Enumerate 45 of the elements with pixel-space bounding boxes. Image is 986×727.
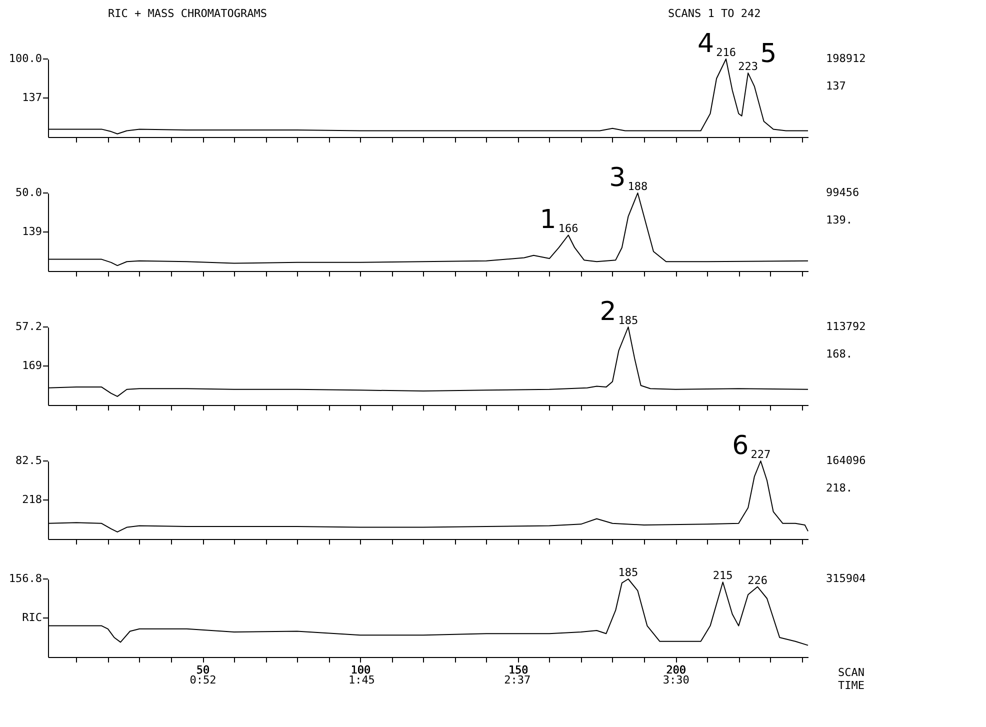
- text: 137: [22, 91, 42, 104]
- x2-tick-label: 3:30: [662, 674, 690, 686]
- annotation: 226: [748, 574, 768, 587]
- text: 315904: [826, 572, 866, 585]
- text: 139: [22, 225, 42, 238]
- annotation: 216: [716, 46, 736, 59]
- x2-tick-label: 2:37: [504, 674, 531, 686]
- chart-title: RIC + MASS CHROMATOGRAMS: [108, 7, 267, 20]
- text: 99456: [826, 186, 860, 199]
- text: 168.: [826, 347, 852, 360]
- annotation: 6: [732, 431, 749, 461]
- text: 139.: [826, 213, 852, 226]
- text: 198912: [826, 52, 866, 65]
- annotation: 188: [628, 180, 648, 193]
- text: 113792: [826, 320, 866, 333]
- annotation: 166: [558, 222, 578, 236]
- text: 57.2: [16, 320, 42, 333]
- annotation: 5: [760, 39, 777, 70]
- text: 218.: [826, 481, 852, 494]
- annotation: 1: [540, 205, 556, 236]
- text: 218: [22, 493, 42, 506]
- text: 50.0: [16, 186, 42, 199]
- annotation: 223: [738, 60, 758, 74]
- annotation: 2: [600, 297, 616, 327]
- annotation: 3: [609, 163, 626, 193]
- text: 82.5: [16, 454, 42, 467]
- text: RIC: [22, 611, 42, 624]
- text: 169: [22, 359, 42, 372]
- chart-subtitle: SCANS 1 TO 242: [668, 7, 761, 20]
- annotation: 185: [618, 566, 638, 579]
- x-tick-label: 150: [508, 664, 528, 676]
- x-tick-label: 200: [666, 664, 686, 676]
- x2-tick-label: 1:45: [348, 674, 375, 686]
- text: 156.8: [8, 572, 42, 585]
- text: 137: [826, 79, 846, 92]
- text: 100.0: [8, 52, 42, 65]
- annotation: 215: [712, 569, 733, 582]
- x-axis-title: SCAN TIME: [838, 666, 864, 692]
- annotation: 185: [618, 314, 638, 327]
- x-tick-label: 50: [196, 664, 210, 676]
- x2-tick-label: 0:52: [190, 674, 216, 686]
- x-tick-label: 100: [350, 664, 371, 676]
- annotation: 4: [697, 29, 714, 59]
- annotation: 227: [750, 448, 771, 461]
- text: 164096: [826, 454, 866, 467]
